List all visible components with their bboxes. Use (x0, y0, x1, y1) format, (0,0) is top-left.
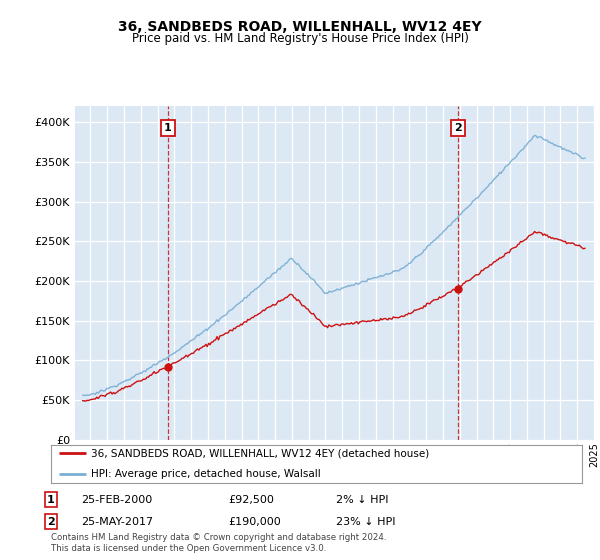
Text: 1: 1 (47, 494, 55, 505)
Text: Price paid vs. HM Land Registry's House Price Index (HPI): Price paid vs. HM Land Registry's House … (131, 32, 469, 45)
Text: 1: 1 (164, 123, 172, 133)
Text: £190,000: £190,000 (228, 517, 281, 527)
Text: 2% ↓ HPI: 2% ↓ HPI (336, 494, 389, 505)
Text: 36, SANDBEDS ROAD, WILLENHALL, WV12 4EY (detached house): 36, SANDBEDS ROAD, WILLENHALL, WV12 4EY … (91, 449, 429, 459)
Text: 25-MAY-2017: 25-MAY-2017 (81, 517, 153, 527)
Text: 36, SANDBEDS ROAD, WILLENHALL, WV12 4EY: 36, SANDBEDS ROAD, WILLENHALL, WV12 4EY (118, 20, 482, 34)
Text: Contains HM Land Registry data © Crown copyright and database right 2024.
This d: Contains HM Land Registry data © Crown c… (51, 533, 386, 553)
Text: £92,500: £92,500 (228, 494, 274, 505)
Text: 25-FEB-2000: 25-FEB-2000 (81, 494, 152, 505)
Point (163, 362, 173, 371)
Text: HPI: Average price, detached house, Walsall: HPI: Average price, detached house, Wals… (91, 469, 320, 479)
Text: 2: 2 (454, 123, 461, 133)
Text: 2: 2 (47, 517, 55, 527)
Point (453, 284, 463, 293)
Text: 23% ↓ HPI: 23% ↓ HPI (336, 517, 395, 527)
